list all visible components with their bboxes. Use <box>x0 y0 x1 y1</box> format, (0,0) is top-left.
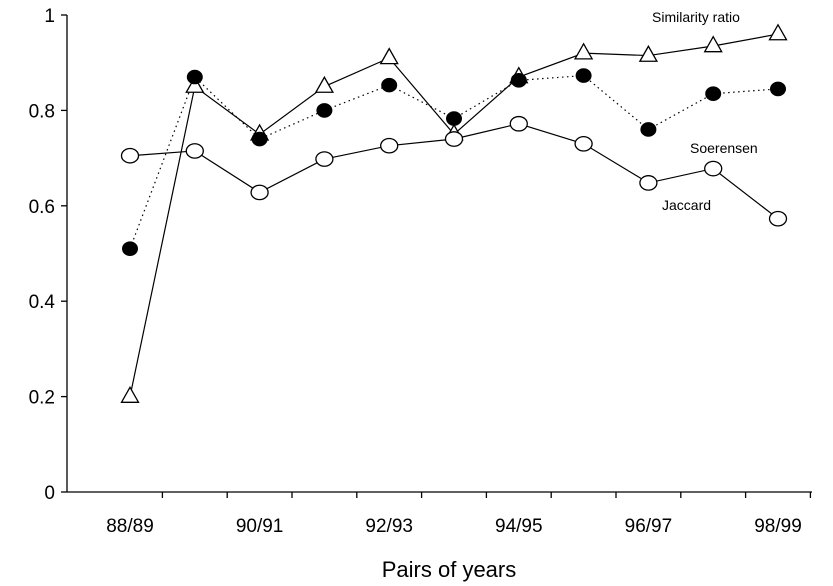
data-point-jaccard <box>120 147 140 164</box>
data-point-soerensen <box>510 73 527 88</box>
x-tick-label: 92/93 <box>365 516 413 537</box>
x-tick-label: 98/99 <box>754 516 802 537</box>
data-point-jaccard <box>315 151 334 167</box>
y-tick-label: 1 <box>44 6 55 27</box>
data-point-similarity-ratio <box>379 47 399 65</box>
y-tick-label: 0 <box>44 483 55 504</box>
data-point-soerensen <box>122 241 138 257</box>
data-point-soerensen <box>251 131 268 147</box>
data-point-soerensen <box>575 68 592 83</box>
data-point-jaccard <box>185 143 204 159</box>
data-point-jaccard <box>574 135 593 152</box>
series-label-soerensen: Soerensen <box>690 140 758 156</box>
data-point-jaccard <box>768 210 788 227</box>
data-point-soerensen <box>186 69 203 85</box>
data-point-soerensen <box>381 77 398 93</box>
data-point-soerensen <box>770 81 786 97</box>
x-tick-label: 94/95 <box>495 516 543 537</box>
data-point-similarity-ratio <box>768 23 788 41</box>
y-axis-ticks: 0 0.2 0.4 0.6 0.8 1 <box>29 6 67 504</box>
data-point-soerensen <box>446 111 462 126</box>
series-line-soerensen <box>129 74 779 249</box>
x-axis-ticks: 88/89 90/91 92/93 94/95 96/97 98/99 <box>106 492 812 537</box>
data-point-jaccard <box>509 115 528 132</box>
axes <box>66 15 812 493</box>
data-point-similarity-ratio <box>573 42 594 60</box>
series-similarity-ratio <box>129 33 779 397</box>
y-tick-label: 0.2 <box>29 388 55 409</box>
y-tick-label: 0.6 <box>29 197 55 218</box>
data-point-jaccard <box>639 175 658 191</box>
data-point-soerensen <box>705 86 722 102</box>
markers-jaccard <box>120 115 788 227</box>
x-tick-label: 96/97 <box>625 516 673 537</box>
markers-soerensen <box>122 68 786 257</box>
x-axis-title: Pairs of years <box>382 557 517 582</box>
data-point-soerensen <box>640 122 657 137</box>
data-point-similarity-ratio <box>185 75 205 93</box>
series-labels: Similarity ratio Soerensen Jaccard <box>652 9 758 213</box>
data-point-similarity-ratio <box>638 44 659 62</box>
x-tick-label: 88/89 <box>106 516 154 537</box>
series-layer <box>120 23 788 403</box>
data-point-similarity-ratio <box>703 35 723 53</box>
data-point-jaccard <box>444 131 464 147</box>
x-tick-label: 90/91 <box>236 516 284 537</box>
data-point-jaccard <box>380 137 399 154</box>
data-point-similarity-ratio <box>120 385 140 403</box>
markers-similarity-ratio <box>120 23 788 403</box>
series-label-jaccard: Jaccard <box>662 197 711 213</box>
data-point-similarity-ratio <box>314 75 335 93</box>
series-soerensen <box>129 74 779 249</box>
series-line-similarity-ratio <box>129 33 779 397</box>
series-label-similarity-ratio: Similarity ratio <box>652 9 740 25</box>
data-point-soerensen <box>316 103 333 118</box>
y-tick-label: 0.4 <box>29 292 56 313</box>
y-tick-label: 0.8 <box>29 101 55 122</box>
data-point-jaccard <box>704 160 723 177</box>
data-point-jaccard <box>250 184 269 201</box>
